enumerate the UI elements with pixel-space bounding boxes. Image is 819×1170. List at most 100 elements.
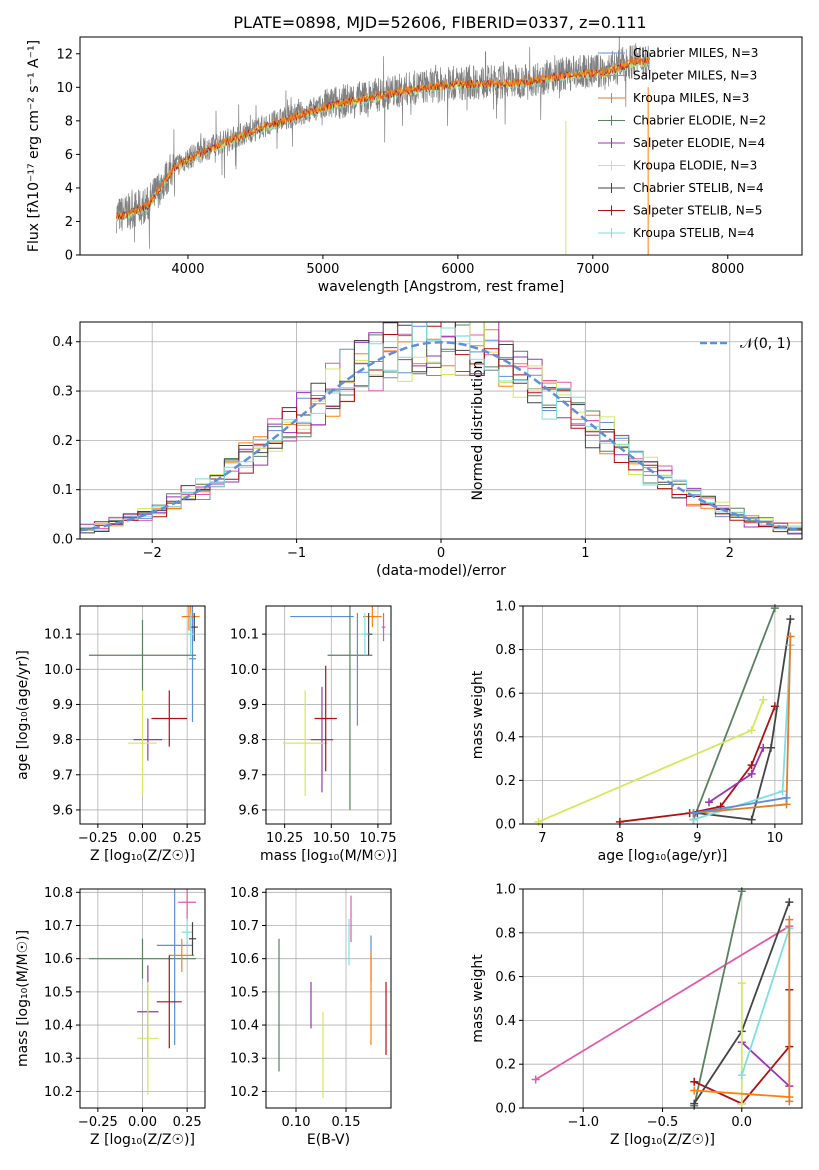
x-tick-label: −0.25	[78, 831, 118, 846]
y-tick-label: 10.7	[230, 919, 259, 934]
weight-series	[693, 645, 792, 821]
legend-label: Chabrier STELIB, N=4	[633, 181, 764, 195]
y-tick-label: 10.3	[44, 1052, 73, 1067]
y-tick-label: 0.6	[495, 970, 516, 985]
x-tick-label: −0.5	[647, 1115, 679, 1130]
y-tick-label: 10.5	[44, 985, 73, 1000]
x-tick-label: 8	[616, 831, 624, 846]
weight-series	[692, 607, 776, 820]
panel-weight-vs-age: 7 8 9 10 0.0 0.2 0.4 0.6 0.8 1.0 age [log₁₀(age/yr…	[470, 600, 803, 864]
x-tick-label: 0.00	[128, 831, 157, 846]
panel-spectrum: 4000 5000 6000 7000 8000 0 2 4 6 8 10 12 wavelength …	[26, 13, 803, 295]
y-tick-label: 10.0	[230, 663, 259, 678]
x-axis-label: (data-model)/error	[376, 563, 506, 579]
histograms	[80, 322, 802, 535]
y-tick-label: 10.6	[230, 952, 259, 967]
legend-label: Salpeter ELODIE, N=4	[633, 136, 765, 150]
y-axis-label: mass weight	[470, 954, 486, 1043]
y-tick-label: 9.8	[52, 733, 73, 748]
plus-marker	[759, 743, 768, 752]
legend-label: Chabrier MILES, N=3	[633, 46, 758, 60]
plus-marker	[690, 1077, 699, 1086]
x-tick-label: 1	[581, 546, 589, 561]
errorbars	[278, 895, 387, 1099]
normal-curve	[80, 340, 802, 532]
axes-frame	[522, 605, 803, 825]
plus-marker	[767, 743, 775, 752]
y-tick-label: 10.2	[44, 1085, 73, 1100]
legend-label: Kroupa MILES, N=3	[633, 91, 749, 105]
x-tick-label: 8000	[711, 262, 744, 277]
axes-frame	[522, 888, 803, 1109]
y-tick-label: 0.4	[52, 335, 73, 350]
plus-marker	[690, 1086, 699, 1095]
weight-series	[693, 796, 787, 814]
y-tick-label: 0.0	[52, 533, 73, 548]
x-tick-label: 0.0	[731, 1115, 752, 1130]
y-tick-label: 0.4	[495, 730, 516, 745]
plus-marker	[782, 793, 791, 802]
x-tick-label: 10.25	[266, 831, 303, 846]
plus-marker	[770, 604, 779, 613]
errorbars	[88, 606, 200, 796]
plus-marker	[737, 979, 746, 988]
y-tick-label: 9.7	[238, 768, 259, 783]
y-tick-label: 2	[65, 215, 73, 230]
x-axis-label: Z [log₁₀(Z/Z☉)]	[610, 1132, 715, 1148]
model-spectrum	[116, 57, 650, 220]
y-tick-label: 6	[65, 148, 73, 163]
x-axis-label: wavelength [Angstrom, rest frame]	[318, 279, 564, 295]
x-tick-label: 6000	[441, 262, 474, 277]
x-tick-label: 0	[437, 546, 445, 561]
y-tick-label: 1.0	[495, 883, 516, 898]
plus-marker	[690, 1099, 699, 1108]
y-tick-label: 1.0	[495, 600, 516, 615]
y-tick-label: 9.9	[52, 698, 73, 713]
y-tick-label: 0.2	[52, 434, 73, 449]
plus-marker	[786, 615, 795, 624]
x-tick-label: 0.25	[173, 1115, 202, 1130]
y-tick-label: 9.9	[238, 698, 259, 713]
plus-marker	[747, 726, 756, 735]
panel-mass-vs-Z: −0.25 0.00 0.25 10.2 10.3 10.4 10.5 10.6 10.7 10.…	[15, 886, 206, 1148]
x-axis-label: E(B-V)	[307, 1132, 350, 1148]
histogram-series	[80, 322, 802, 531]
x-axis-label: mass [log₁₀(M/M☉)]	[260, 848, 397, 864]
panel-age-vs-Z: −0.25 0.00 0.25 9.6 9.7 9.8 9.9 10.0 10.1 Z [log₁…	[15, 605, 206, 864]
plus-marker	[759, 695, 768, 704]
x-tick-label: 5000	[306, 262, 339, 277]
y-tick-label: 10.7	[44, 919, 73, 934]
plus-marker	[615, 817, 624, 826]
y-axis-label: Flux [fλ10⁻¹⁷ erg cm⁻² s⁻¹ A⁻¹]	[26, 40, 42, 252]
x-tick-label: 4000	[171, 262, 204, 277]
x-tick-label: 10.50	[313, 831, 350, 846]
errorbars	[282, 606, 386, 810]
y-tick-label: 0.0	[495, 818, 516, 833]
plus-marker	[778, 787, 787, 796]
y-tick-label: 10.2	[230, 1085, 259, 1100]
y-tick-label: 0.4	[495, 1014, 516, 1029]
y-tick-label: 0	[65, 249, 73, 264]
y-tick-label: 9.6	[238, 803, 259, 818]
y-axis-label: mass weight	[470, 670, 486, 759]
y-tick-label: 10.8	[44, 886, 73, 901]
legend-label: 𝒩(0, 1)	[740, 336, 791, 352]
weight-series	[538, 699, 765, 823]
y-tick-label: 10.8	[230, 886, 259, 901]
weight-series	[535, 925, 790, 1081]
y-axis-label: mass [log₁₀(M/M☉)]	[15, 930, 31, 1067]
model-spectrum	[116, 58, 650, 221]
x-tick-label: −1.0	[567, 1115, 599, 1130]
weight-series	[740, 928, 791, 1076]
plus-marker	[785, 898, 794, 907]
plus-marker	[705, 798, 713, 807]
plus-marker	[737, 887, 746, 896]
y-axis-label: age [log₁₀(age/yr)]	[15, 650, 31, 780]
plus-marker	[737, 1071, 746, 1080]
weight-series	[694, 1089, 790, 1098]
y-tick-label: 9.6	[52, 803, 73, 818]
legend-label: Salpeter STELIB, N=5	[633, 204, 762, 218]
x-tick-label: 0.25	[173, 831, 202, 846]
weight-series	[697, 618, 792, 821]
